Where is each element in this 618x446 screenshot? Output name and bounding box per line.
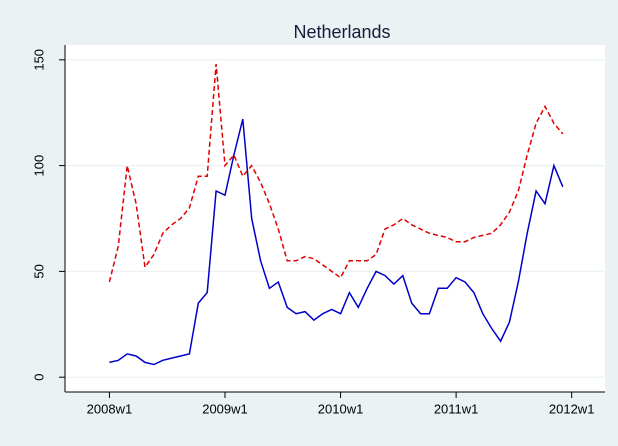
y-tick-label: 50 — [31, 264, 46, 278]
y-tick-label: 150 — [31, 49, 46, 71]
chart-title: Netherlands — [293, 22, 390, 42]
x-tick-label: 2012w1 — [549, 401, 595, 416]
x-tick-label: 2009w1 — [202, 401, 248, 416]
x-tick-label: 2010w1 — [318, 401, 364, 416]
series-line — [109, 118, 564, 366]
y-tick-label: 0 — [31, 374, 46, 381]
x-tick-label: 2011w1 — [434, 401, 479, 416]
x-tick-label: 2008w1 — [87, 401, 133, 416]
y-tick-label: 100 — [31, 155, 46, 177]
series-line — [108, 63, 564, 283]
plot-area — [65, 45, 605, 392]
